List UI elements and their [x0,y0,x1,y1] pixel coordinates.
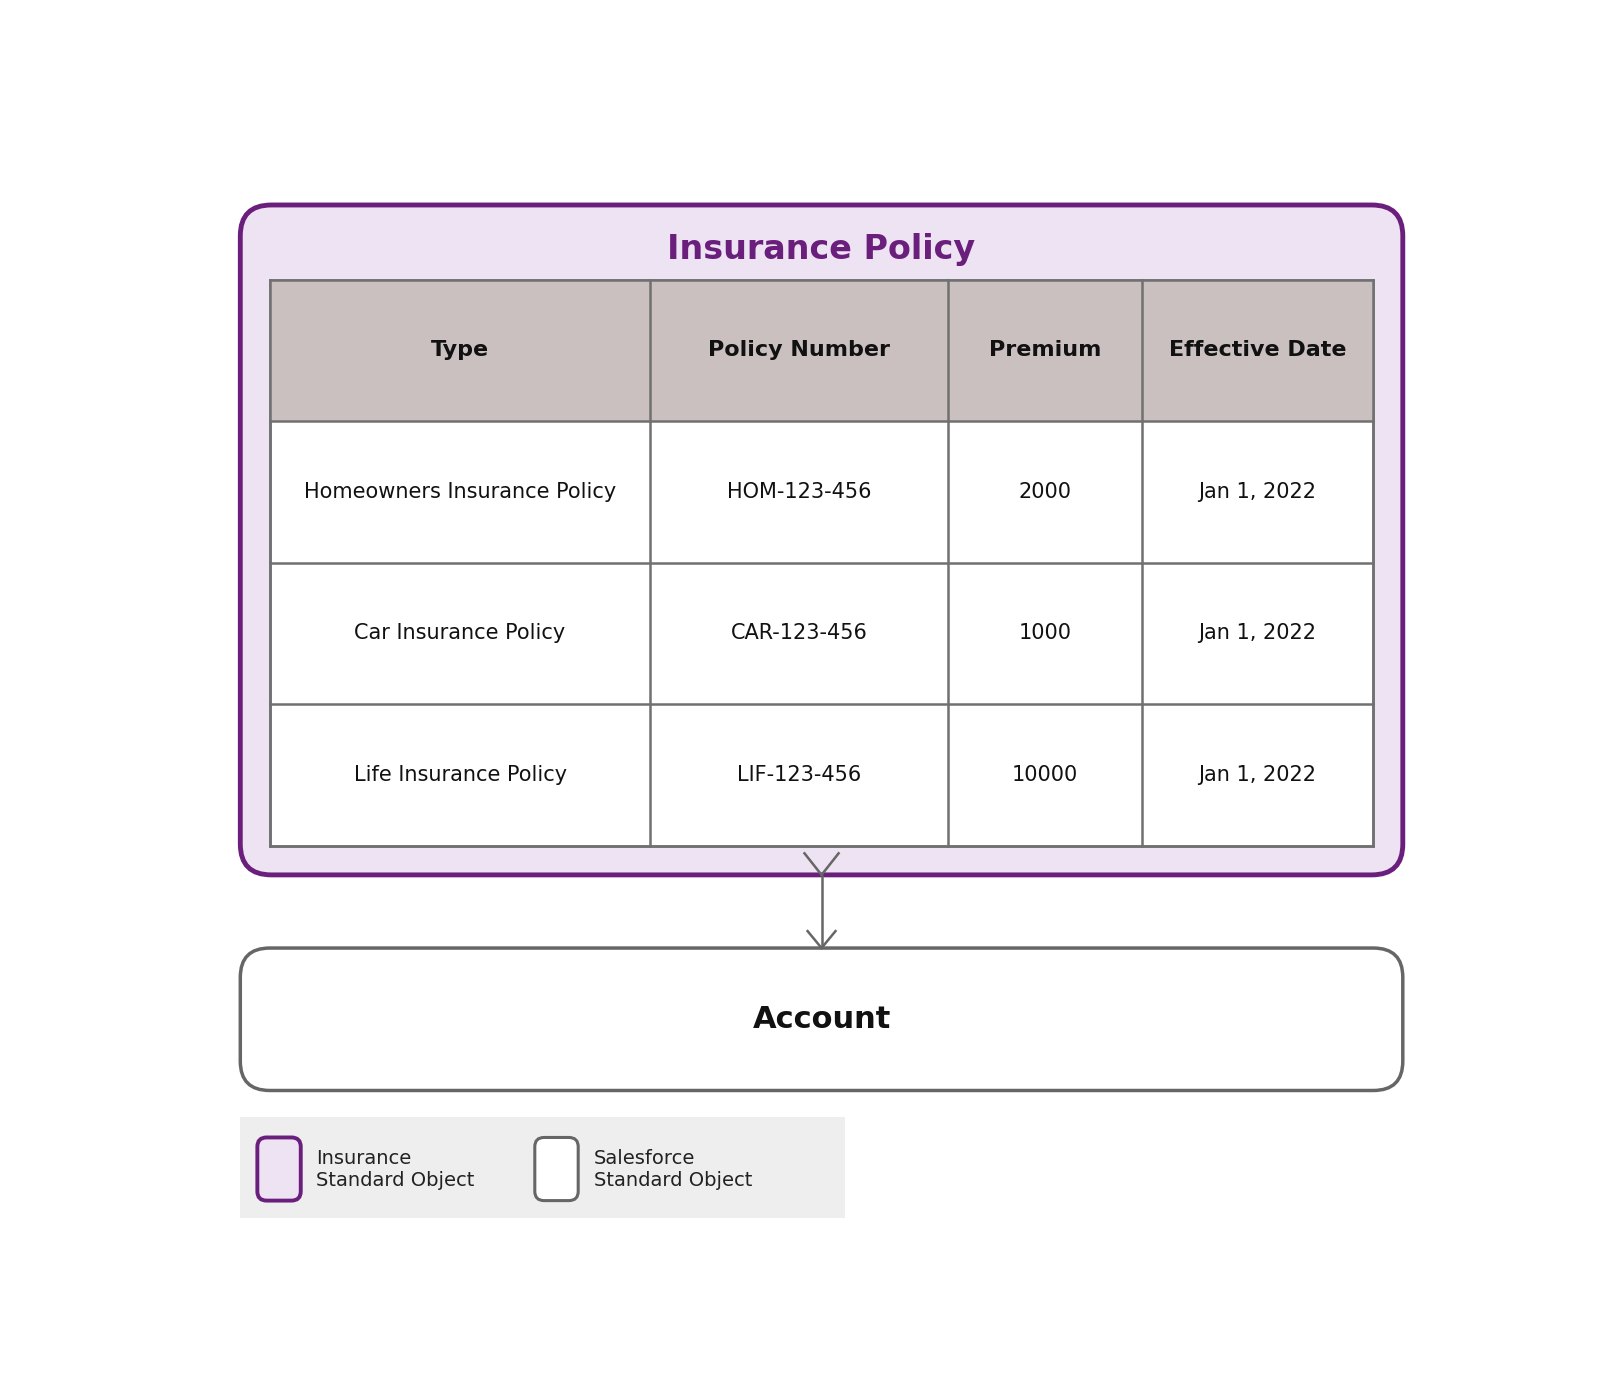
Text: Policy Number: Policy Number [709,341,891,360]
FancyBboxPatch shape [258,1138,301,1200]
Text: Jan 1, 2022: Jan 1, 2022 [1198,623,1317,644]
Text: Insurance Policy: Insurance Policy [667,233,976,267]
Text: CAR-123-456: CAR-123-456 [731,623,867,644]
Text: Premium: Premium [989,341,1101,360]
Text: Effective Date: Effective Date [1168,341,1346,360]
Text: LIF-123-456: LIF-123-456 [738,765,862,784]
Text: Jan 1, 2022: Jan 1, 2022 [1198,765,1317,784]
FancyBboxPatch shape [240,947,1403,1091]
Text: Type: Type [430,341,490,360]
Text: Jan 1, 2022: Jan 1, 2022 [1198,482,1317,501]
Text: Insurance
Standard Object: Insurance Standard Object [317,1149,475,1189]
Text: HOM-123-456: HOM-123-456 [728,482,872,501]
Text: 10000: 10000 [1011,765,1078,784]
Text: Car Insurance Policy: Car Insurance Policy [355,623,566,644]
FancyBboxPatch shape [270,280,1373,845]
Text: Account: Account [752,1005,891,1034]
FancyBboxPatch shape [534,1138,578,1200]
Text: Salesforce
Standard Object: Salesforce Standard Object [594,1149,752,1189]
Text: Homeowners Insurance Policy: Homeowners Insurance Policy [304,482,616,501]
Text: 1000: 1000 [1019,623,1072,644]
Text: Life Insurance Policy: Life Insurance Policy [354,765,566,784]
FancyBboxPatch shape [270,280,1373,421]
FancyBboxPatch shape [240,204,1403,876]
FancyBboxPatch shape [240,1117,845,1218]
Text: 2000: 2000 [1019,482,1072,501]
